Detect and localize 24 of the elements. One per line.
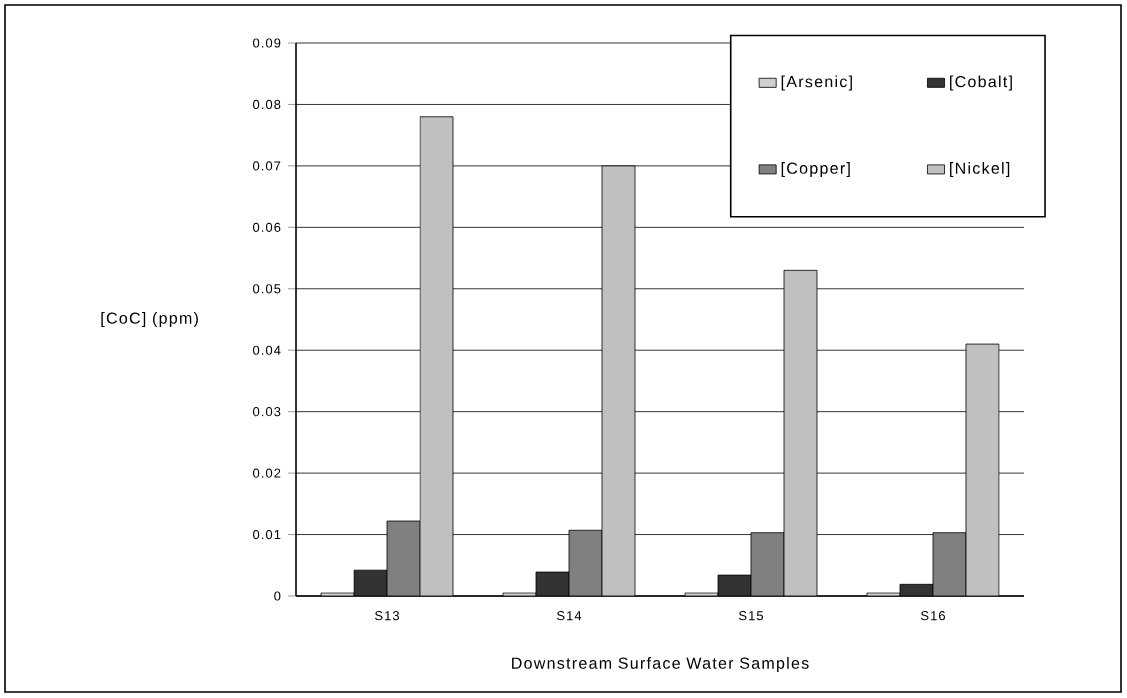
x-tick-label: S16: [920, 611, 946, 621]
y-tick-label: 0.01: [253, 529, 281, 540]
bar: [419, 116, 454, 596]
legend-label: [Cobalt]: [950, 75, 1012, 91]
x-tick-label: S14: [557, 611, 582, 621]
y-tick-label: 0.07: [253, 161, 281, 171]
legend-label: [Copper]: [781, 162, 850, 178]
bar: [783, 269, 818, 596]
y-tick-label: 0.06: [253, 222, 281, 232]
legend-label: [Nickel]: [950, 162, 1010, 178]
y-tick-label: 0: [274, 591, 281, 601]
y-tick-label: 0.04: [253, 345, 281, 355]
y-tick-label: 0.08: [253, 99, 281, 110]
y-tick-label: 0.02: [253, 468, 281, 478]
bar: [965, 343, 1000, 596]
x-axis-title: Downstream Surface Water Samples: [512, 657, 809, 672]
x-tick-label: S15: [738, 611, 764, 621]
bar: [601, 165, 636, 596]
y-tick-label: 0.09: [253, 38, 281, 48]
x-tick-label: S13: [375, 611, 400, 621]
legend-label: [Arsenic]: [781, 75, 852, 91]
y-axis-title: [CoC] (ppm): [101, 312, 198, 327]
y-tick-label: 0.03: [253, 407, 281, 417]
y-tick-label: 0.05: [253, 284, 281, 294]
